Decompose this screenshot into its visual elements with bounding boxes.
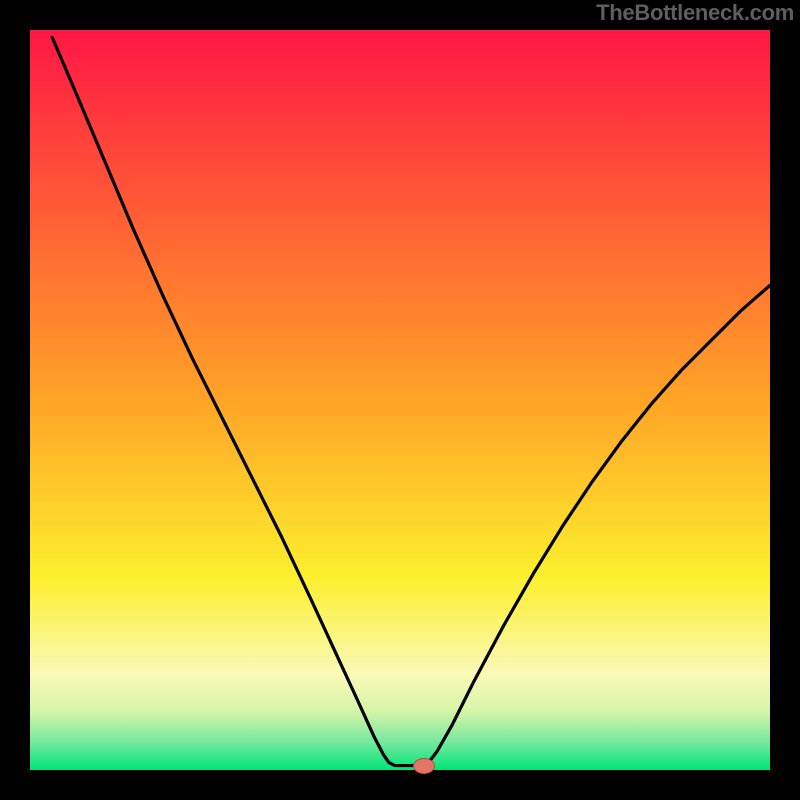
watermark-text: TheBottleneck.com bbox=[596, 0, 794, 26]
bottleneck-marker bbox=[413, 758, 435, 774]
bottleneck-curve bbox=[52, 37, 770, 765]
chart-container: TheBottleneck.com bbox=[0, 0, 800, 800]
curve-layer bbox=[0, 0, 800, 800]
